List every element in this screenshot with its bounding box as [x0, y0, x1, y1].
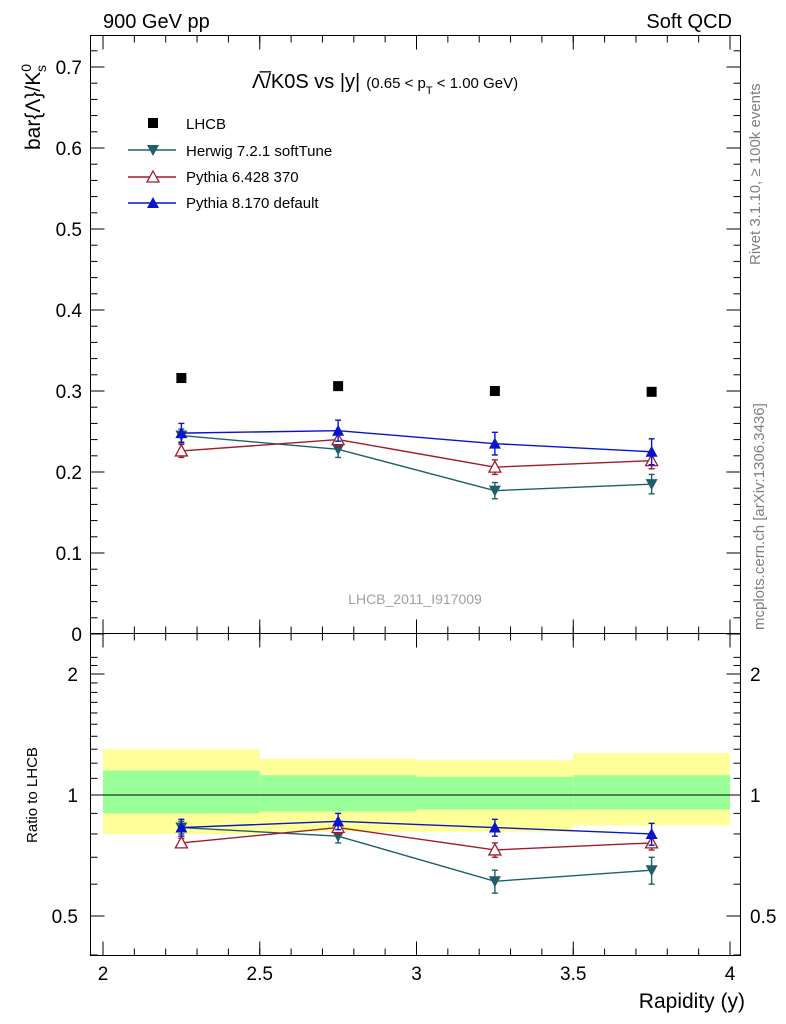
- legend-label-lhcb: LHCB: [186, 116, 226, 133]
- ratio-band-inner: [103, 770, 260, 814]
- main-pythia8-point: [332, 424, 345, 436]
- main-pythia8-point: [645, 445, 658, 457]
- analysis-watermark: LHCB_2011_I917009: [348, 591, 482, 607]
- ratio-band-inner: [416, 776, 574, 810]
- lhcb-data-point: [646, 386, 657, 397]
- ratio-y-tick-label-left: 0.5: [52, 907, 78, 928]
- ratio-pythia6-line: [181, 826, 652, 851]
- main-y-tick-label: 0: [71, 625, 82, 646]
- main-pythia8-line: [181, 429, 652, 453]
- main-y-axis-title: bar{Λ}/K0s: [18, 64, 49, 150]
- main-y-tick-label: 0.7: [56, 58, 82, 79]
- lhcb-data-point: [333, 381, 344, 392]
- ratio-pythia8-point: [175, 821, 188, 833]
- legend-label-herwig: Herwig 7.2.1 softTune: [186, 143, 332, 160]
- ratio-band-inner: [259, 775, 417, 812]
- main-herwig-line: [181, 434, 652, 492]
- svg-text:Λ̅/K0S vs |y|(0.65 < pT < 1.00: Λ̅/K0S vs |y| (0.65 < pT < 1.00 GeV): [252, 70, 518, 97]
- header-right: Soft QCD: [646, 11, 732, 33]
- svg-text:bar{Λ}/K0s: bar{Λ}/K0s: [18, 64, 49, 150]
- x-tick-label: 2: [98, 964, 109, 985]
- main-y-tick-label: 0.4: [56, 301, 83, 322]
- main-y-tick-label: 0.1: [56, 544, 82, 565]
- plot-title: Λ̅/K0S vs |y| (0.65 < pT < 1.00 GeV): [252, 70, 518, 97]
- ratio-uncertainty-bands: [103, 749, 730, 834]
- main-pythia8-point: [175, 427, 188, 439]
- main-y-tick-label: 0.2: [56, 463, 82, 484]
- main-y-tick-label: 0.3: [56, 382, 82, 403]
- x-tick-label: 3.5: [560, 964, 586, 985]
- main-y-tick-label: 0.6: [56, 139, 82, 160]
- legend: LHCB Herwig 7.2.1 softTune Pythia 6.428 …: [128, 116, 332, 212]
- legend-marker-pythia6: [145, 169, 161, 183]
- legend-marker-lhcb: [148, 118, 158, 128]
- source-label: mcplots.cern.ch [arXiv:1306.3436]: [751, 403, 768, 630]
- ratio-y-tick-label-left: 1: [67, 786, 78, 807]
- main-y-tick-label: 0.5: [56, 220, 82, 241]
- legend-label-pythia6: Pythia 6.428 370: [186, 169, 299, 186]
- ratio-y-tick-label-right: 2: [750, 665, 761, 686]
- ratio-pythia6-point: [174, 835, 189, 849]
- ratio-pythia8-line: [181, 820, 652, 835]
- x-tick-label: 4: [725, 964, 736, 985]
- ratio-herwig-point: [488, 876, 501, 888]
- ratio-pythia6-point: [487, 842, 502, 856]
- x-tick-label: 2.5: [247, 964, 273, 985]
- legend-entry-pythia8: Pythia 8.170 default: [128, 195, 319, 212]
- main-pythia6-point: [487, 459, 502, 473]
- main-herwig-point: [488, 485, 501, 497]
- ratio-y-tick-label-left: 2: [67, 665, 78, 686]
- lhcb-data-point: [176, 373, 187, 384]
- ratio-y-axis-title: Ratio to LHCB: [24, 747, 41, 843]
- legend-entry-pythia6: Pythia 6.428 370: [128, 169, 299, 186]
- legend-entry-lhcb: LHCB: [148, 116, 226, 133]
- ratio-y-tick-label-right: 0.5: [750, 907, 776, 928]
- ratio-band-inner: [573, 775, 730, 810]
- legend-marker-pythia8: [147, 197, 159, 208]
- legend-entry-herwig: Herwig 7.2.1 softTune: [128, 143, 332, 160]
- x-axis-title: Rapidity (y): [639, 990, 745, 1013]
- ratio-herwig-line: [181, 826, 652, 882]
- ratio-plot-frame: [90, 633, 741, 956]
- ratio-pythia8-point: [645, 827, 658, 839]
- rivet-version-label: Rivet 3.1.10, ≥ 100k events: [747, 83, 764, 265]
- header-left: 900 GeV pp: [103, 11, 210, 33]
- x-tick-label: 3: [411, 964, 422, 985]
- ratio-herwig-point: [645, 865, 658, 877]
- main-pythia6-line: [181, 438, 652, 468]
- chart-dynamic-layer: 2 2.5 3 3.5 4 0 0.1 0.2 0.3 0.4 0.5 0.6 0.7 0.5 0.5 1 1 2…: [52, 35, 776, 985]
- legend-label-pythia8: Pythia 8.170 default: [186, 195, 319, 212]
- main-pythia8-point: [488, 437, 501, 449]
- lhcb-data-point: [489, 386, 500, 396]
- ratio-pythia8-point: [488, 821, 501, 833]
- ratio-y-tick-label-right: 1: [750, 786, 761, 807]
- legend-marker-herwig: [147, 145, 159, 156]
- main-herwig-point: [645, 479, 658, 491]
- ratio-pythia8-point: [332, 815, 345, 827]
- main-pythia6-point: [174, 443, 189, 457]
